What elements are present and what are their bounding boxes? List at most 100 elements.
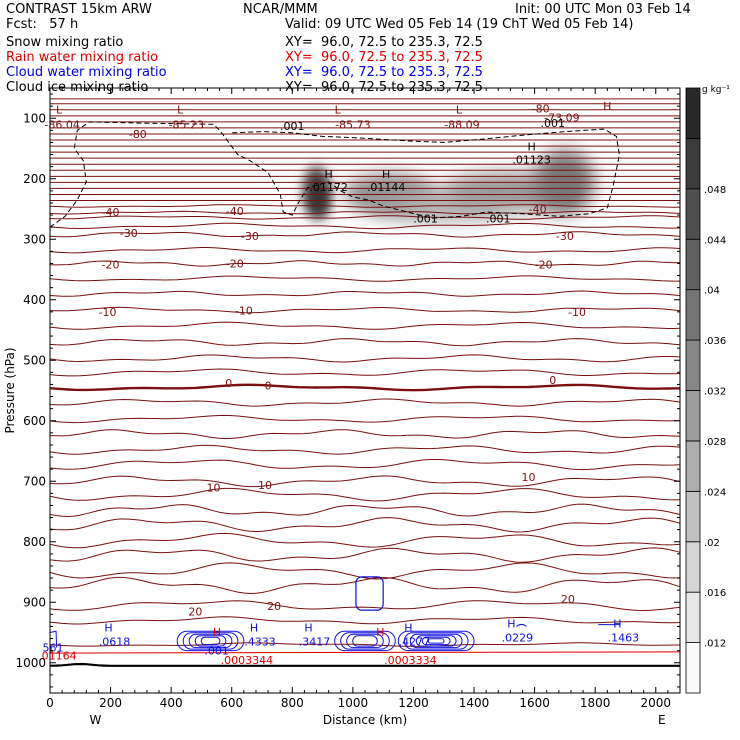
cloud-water-extremum-symbol: H — [250, 622, 258, 635]
temperature-contour — [49, 414, 681, 424]
temperature-contour — [49, 321, 681, 330]
cloud-water-contour — [334, 630, 396, 652]
cloud-ice-contour — [49, 121, 620, 228]
temperature-contour — [49, 459, 681, 471]
rain-contour — [49, 651, 681, 654]
colorbar-swatch — [685, 188, 701, 240]
cloud-water-contour — [188, 633, 233, 649]
y-tick-label: 100 — [23, 111, 46, 125]
temperature-label: -86.04 — [44, 118, 79, 131]
temperature-contour — [49, 517, 681, 533]
cloud-water-contour — [415, 635, 457, 647]
cloud-water-contour — [516, 623, 527, 627]
cloud-water-contour — [182, 632, 239, 650]
cloud-water-extremum-symbol: H — [104, 622, 112, 635]
y-tick-label: 600 — [23, 414, 46, 428]
temperature-label: -30 — [241, 230, 259, 243]
temperature-contours — [49, 98, 681, 667]
rain-extremum-symbol: H — [376, 626, 384, 639]
snow-shade-blob — [311, 181, 328, 218]
colorbar-swatch — [685, 642, 701, 694]
temperature-contour — [49, 290, 681, 297]
cloud-ice-contour-label: .001 — [280, 120, 305, 133]
cloud-water-contour — [352, 635, 378, 647]
field-rain-name: Rain water mixing ratio — [6, 50, 159, 65]
temperature-contour — [49, 215, 681, 220]
temperature-label: -80 — [532, 103, 550, 116]
temperature-label: -40 — [102, 206, 120, 219]
temperature-contour — [49, 547, 681, 563]
cloud-water-contour-label: .001 — [204, 645, 229, 658]
temperature-label: -73.09 — [544, 112, 579, 125]
cloud-water-extremum-symbol: H — [304, 622, 312, 635]
snow-extremum-value: .01172 — [309, 181, 348, 194]
x-tick-label: 800 — [281, 696, 304, 710]
x-tick-label: 2000 — [640, 696, 671, 710]
cloud-water-contour — [421, 636, 451, 646]
org-label: NCAR/MMM — [243, 2, 318, 17]
colorbar-swatch — [685, 541, 701, 593]
temperature-contour — [49, 231, 681, 238]
cloud-water-contours — [49, 576, 620, 652]
temperature-contour — [49, 383, 681, 392]
field-snow-xy: XY= 96.0, 72.5 to 235.3, 72.5 — [285, 35, 483, 50]
temperature-contour — [49, 338, 681, 347]
temperature-contour — [49, 642, 680, 647]
temperature-label: 0 — [225, 377, 232, 390]
temperature-label: -20 — [535, 259, 553, 272]
x-tick-label: 600 — [220, 696, 243, 710]
temperature-contour — [49, 600, 681, 612]
temperature-label: 10 — [258, 479, 272, 492]
y-tick-label: 800 — [23, 535, 46, 549]
field-cloudwater-name: Cloud water mixing ratio — [6, 65, 167, 80]
temperature-extremum-symbol: H — [603, 100, 611, 113]
field-rain-xy: XY= 96.0, 72.5 to 235.3, 72.5 — [285, 50, 483, 65]
x-tick-label: 1000 — [338, 696, 369, 710]
snow-extremum-symbol: H — [325, 168, 333, 181]
cloud-water-contour — [355, 576, 384, 611]
cloud-water-contour — [194, 635, 227, 647]
field-snow-name: Snow mixing ratio — [6, 35, 124, 50]
temperature-label: -85.73 — [335, 118, 370, 131]
cloud-water-extremum-symbol: H — [404, 622, 412, 635]
x-tick-label: 1600 — [519, 696, 550, 710]
temperature-label: -30 — [556, 230, 574, 243]
cloud-water-contour — [427, 638, 445, 644]
colorbar-tick-label: .04 — [704, 286, 720, 297]
temperature-contour — [49, 222, 681, 230]
model-title: CONTRAST 15km ARW — [6, 2, 152, 17]
cloud-water-extremum-value: .4333 — [244, 636, 276, 649]
temperature-label: -30 — [120, 227, 138, 240]
colorbar-tick-label: .036 — [704, 336, 726, 347]
contour-labels: -86.04-80-85.23 -85.73-80-88.09-73.09-40-… — [42, 100, 640, 667]
temperature-label: -80 — [129, 128, 147, 141]
temperature-label: -40 — [529, 203, 547, 216]
cloud-water-extremum-value: .3417 — [299, 636, 331, 649]
cloud-water-contour-label: 561 — [43, 642, 64, 655]
colorbar-tick-label: .024 — [704, 487, 726, 498]
field-cloudwater-xy: XY= 96.0, 72.5 to 235.3, 72.5 — [285, 65, 483, 80]
snow-extremum-symbol: H — [382, 168, 390, 181]
snow-extremum-value: .01144 — [367, 181, 406, 194]
y-tick-label: 700 — [23, 474, 46, 488]
cloud-water-contour — [409, 633, 463, 649]
rain-extremum-value: .0003334 — [384, 654, 437, 667]
cloud-water-extremum-symbol: H — [613, 617, 621, 630]
temperature-contour — [49, 275, 680, 282]
temperature-label: 20 — [188, 605, 202, 618]
temperature-contour — [49, 562, 681, 580]
temperature-label: -10 — [235, 305, 253, 318]
cloud-water-contour — [340, 632, 390, 650]
temperature-contour — [49, 429, 681, 440]
temperature-label: -85.23 — [169, 118, 204, 131]
cloud-water-contour — [176, 630, 245, 652]
x-axis-label: Distance (km) — [323, 713, 407, 727]
east-end-label: E — [658, 713, 666, 727]
colorbar-swatch — [685, 138, 701, 190]
colorbar-swatch — [685, 440, 701, 492]
y-tick-label: 200 — [23, 172, 46, 186]
cloud-ice-contour-label: .001 — [541, 117, 566, 130]
temperature-contour — [49, 616, 681, 625]
